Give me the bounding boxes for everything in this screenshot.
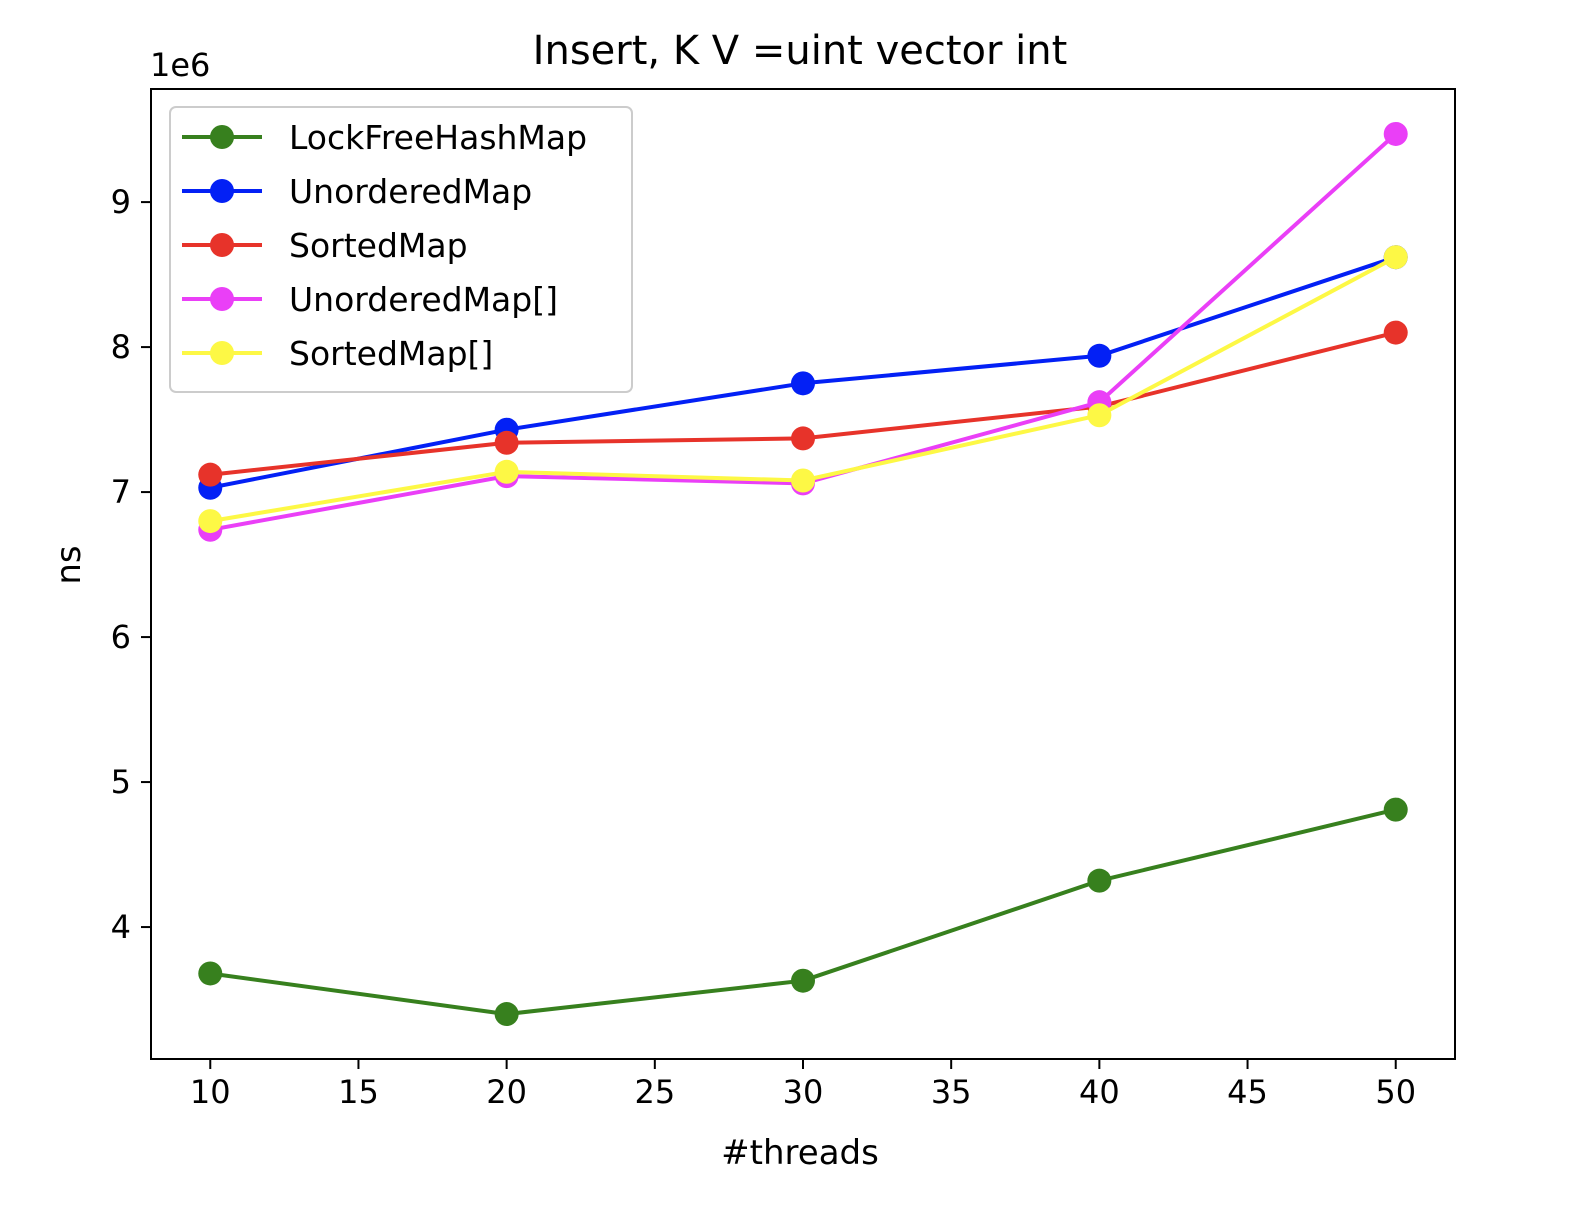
legend-marker [210, 287, 234, 311]
legend-label: UnorderedMap[] [289, 280, 558, 319]
data-point [1383, 121, 1408, 146]
legend-label: UnorderedMap [289, 172, 532, 211]
data-point [791, 468, 815, 493]
y-axis-offset-label: 1e6 [150, 46, 210, 84]
data-point [1383, 245, 1408, 270]
chart-title: Insert, K V =uint vector int [533, 28, 1068, 74]
legend-box [169, 106, 633, 393]
legend-marker [210, 179, 234, 203]
legend-item: SortedMap [182, 226, 468, 265]
data-point [198, 509, 223, 534]
y-tick-label: 5 [111, 763, 131, 801]
y-tick-label: 6 [111, 618, 131, 656]
legend-item: LockFreeHashMap [182, 118, 587, 157]
legend: LockFreeHashMap UnorderedMap SortedMap Unor… [169, 106, 633, 393]
legend-marker [210, 125, 234, 149]
legend-label: SortedMap [289, 226, 468, 265]
data-point [791, 371, 815, 396]
x-tick-label: 35 [931, 1073, 972, 1111]
x-tick-label: 30 [783, 1073, 824, 1111]
data-point [198, 961, 223, 986]
x-tick-label: 10 [190, 1073, 231, 1111]
plot-area-frame [150, 88, 1456, 1060]
legend-marker [210, 233, 234, 257]
legend-marker [210, 341, 234, 365]
series-2 [198, 320, 1408, 487]
series-0 [198, 797, 1408, 1027]
legend-item: UnorderedMap [182, 172, 532, 211]
legend-item: UnorderedMap[] [182, 280, 558, 319]
x-tick-label: 20 [486, 1073, 527, 1111]
data-point [494, 459, 519, 484]
x-tick-label: 25 [634, 1073, 675, 1111]
x-tick-label: 15 [338, 1073, 379, 1111]
data-point [791, 968, 815, 993]
x-tick-label: 50 [1375, 1073, 1416, 1111]
data-point [1087, 868, 1112, 893]
data-point [198, 462, 223, 487]
data-point [1087, 343, 1112, 368]
x-tick-label: 45 [1227, 1073, 1268, 1111]
y-tick-label: 8 [111, 328, 131, 366]
x-tick-label: 40 [1079, 1073, 1120, 1111]
y-tick-label: 7 [111, 473, 131, 511]
y-tick-label: 4 [111, 908, 131, 946]
data-point [1383, 797, 1408, 822]
y-axis-label: ns [49, 545, 89, 584]
legend-item: SortedMap[] [182, 334, 493, 373]
data-point [1087, 403, 1112, 428]
data-point [494, 430, 519, 455]
x-axis-label: #threads [721, 1133, 879, 1173]
y-tick-label: 9 [111, 183, 131, 221]
series-4 [198, 245, 1408, 534]
data-point [494, 1002, 519, 1027]
data-point [1383, 320, 1408, 345]
legend-label: SortedMap[] [289, 334, 493, 373]
data-point [791, 426, 815, 451]
series-lines [198, 121, 1408, 1027]
legend-label: LockFreeHashMap [289, 118, 587, 157]
